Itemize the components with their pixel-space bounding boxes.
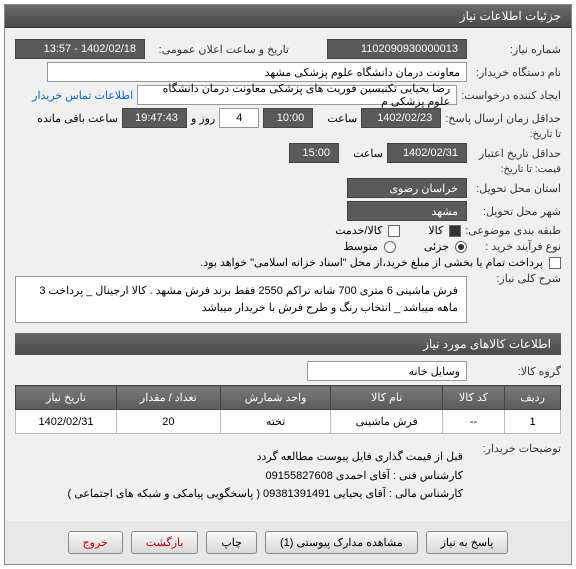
valid-label: حداقل تاریخ اعتبار [471, 147, 561, 160]
buyer-org-label: نام دستگاه خریدار: [471, 66, 561, 79]
valid-sub-label: قیمت: تا تاریخ: [471, 164, 561, 175]
province-value: خراسان رضوی [347, 178, 467, 198]
payment-check[interactable]: پرداخت تمام یا بخشی از مبلغ خرید،از محل … [200, 256, 561, 269]
cell-date: 1402/02/31 [16, 410, 117, 434]
table-row[interactable]: 1 -- فرش ماشینی تخته 20 1402/02/31 [16, 410, 561, 434]
group-value: وسایل خانه [307, 361, 467, 381]
note-line-3: کارشناس مالی : آقای یحیایی 09381391491 (… [67, 485, 463, 504]
col-idx: ردیف [505, 386, 561, 410]
attachments-button[interactable]: مشاهده مدارک پیوستی (1) [265, 531, 418, 554]
button-row: پاسخ به نیاز مشاهده مدارک پیوستی (1) چاپ… [5, 521, 571, 564]
note-line-1: قبل از قیمت گذاری فایل پیوست مطالعه گردد [67, 448, 463, 467]
days-and-label: روز و [191, 112, 215, 125]
need-number-label: شماره نیاز: [471, 43, 561, 56]
exit-button[interactable]: خروج [68, 531, 123, 554]
city-label: شهر محل تحویل: [471, 205, 561, 218]
requester-label: ایجاد کننده درخواست: [461, 89, 561, 102]
buyer-org-value: معاونت درمان دانشگاه علوم پزشکی مشهد [47, 62, 467, 82]
category-label: طبقه بندی موضوعی: [465, 224, 561, 237]
checkbox-icon [388, 225, 400, 237]
announce-value: 1402/02/18 - 13:57 [15, 39, 145, 59]
cell-unit: تخته [220, 410, 331, 434]
cat-service-check[interactable]: کالا/خدمت [335, 224, 400, 237]
province-label: استان محل تحویل: [471, 182, 561, 195]
cell-code: -- [442, 410, 504, 434]
valid-time: 15:00 [289, 143, 339, 163]
desc-label: شرح کلی نیاز: [471, 272, 561, 285]
proc-medium-radio[interactable]: متوسط [343, 240, 396, 253]
announce-label: تاریخ و ساعت اعلان عمومی: [149, 43, 289, 56]
radio-icon [384, 241, 396, 253]
back-button[interactable]: بازگشت [131, 531, 199, 554]
items-table: ردیف کد کالا نام کالا واحد شمارش تعداد /… [15, 385, 561, 434]
contact-link[interactable]: اطلاعات تماس خریدار [32, 89, 133, 102]
radio-icon [455, 241, 467, 253]
days-value: 4 [219, 108, 259, 128]
col-date: تاریخ نیاز [16, 386, 117, 410]
process-label: نوع فرآیند خرید : [471, 240, 561, 253]
countdown-value: 19:47:43 [122, 108, 187, 128]
time-label-1: ساعت [317, 112, 357, 125]
main-panel: جزئیات اطلاعات نیاز شماره نیاز: 11020909… [4, 4, 572, 565]
proc-medium-label: متوسط [343, 240, 378, 253]
payment-note: پرداخت تمام یا بخشی از مبلغ خرید،از محل … [200, 256, 543, 269]
col-code: کد کالا [442, 386, 504, 410]
cell-idx: 1 [505, 410, 561, 434]
panel-title: جزئیات اطلاعات نیاز [5, 5, 571, 28]
valid-date: 1402/02/31 [387, 143, 467, 163]
group-label: گروه کالا: [471, 365, 561, 378]
proc-small-label: جزئی [424, 240, 449, 253]
remaining-label: ساعت باقی مانده [37, 112, 118, 125]
cat-service-label: کالا/خدمت [335, 224, 382, 237]
cat-goods-label: کالا [428, 224, 443, 237]
checkbox-icon [449, 225, 461, 237]
print-button[interactable]: چاپ [206, 531, 257, 554]
desc-text: فرش ماشینی 6 متری 700 شانه تراکم 2550 فق… [15, 276, 467, 323]
deadline-label: حداقل زمان ارسال پاسخ: [445, 112, 561, 125]
time-label-2: ساعت [343, 147, 383, 160]
cell-qty: 20 [117, 410, 221, 434]
respond-button[interactable]: پاسخ به نیاز [426, 531, 509, 554]
requester-value: رضا یحیایی تکنیسین فوریت های پزشکی معاون… [137, 85, 457, 105]
buyer-notes: قبل از قیمت گذاری فایل پیوست مطالعه گردد… [63, 442, 467, 510]
items-section-title: اطلاعات کالاهای مورد نیاز [15, 333, 561, 355]
city-value: مشهد [347, 201, 467, 221]
col-unit: واحد شمارش [220, 386, 331, 410]
need-number-value: 1102090930000013 [327, 39, 467, 59]
checkbox-icon [549, 257, 561, 269]
cat-goods-check[interactable]: کالا [428, 224, 461, 237]
panel-body: شماره نیاز: 1102090930000013 تاریخ و ساع… [5, 28, 571, 521]
note-line-2: کارشناس فنی : آقای احمدی 09155827608 [67, 467, 463, 486]
deadline-time: 10:00 [263, 108, 313, 128]
col-name: نام کالا [331, 386, 442, 410]
col-qty: تعداد / مقدار [117, 386, 221, 410]
buyer-notes-label: توضیحات خریدار: [471, 442, 561, 455]
deadline-date: 1402/02/23 [361, 108, 441, 128]
proc-small-radio[interactable]: جزئی [424, 240, 467, 253]
cell-name: فرش ماشینی [331, 410, 442, 434]
until-label: تا تاریخ: [471, 129, 561, 140]
